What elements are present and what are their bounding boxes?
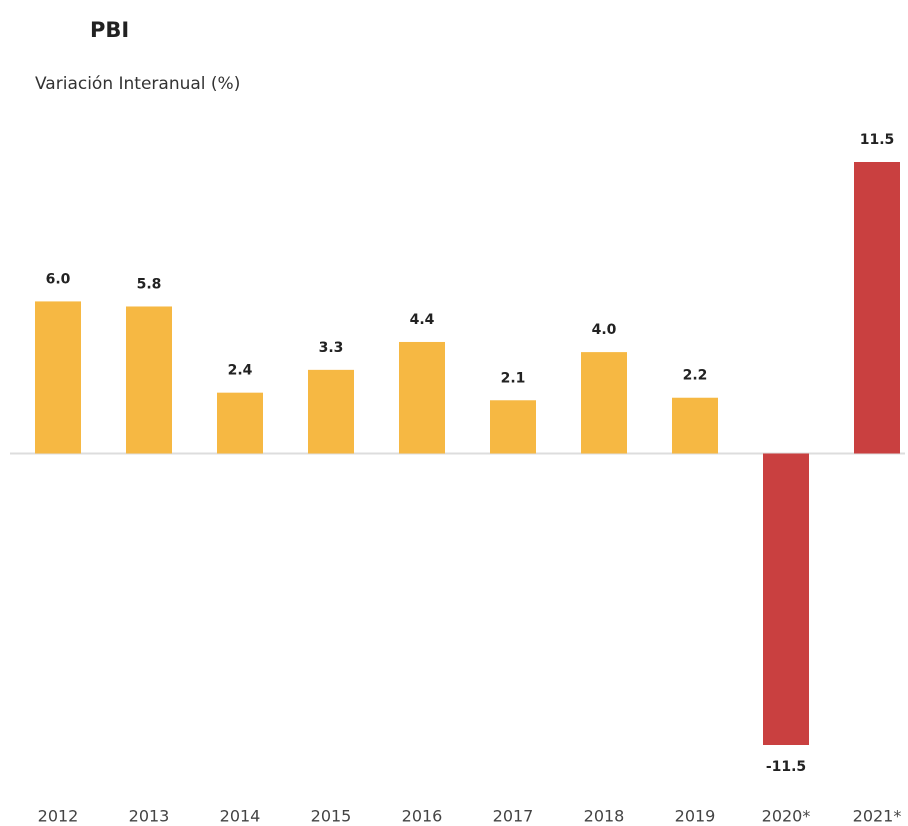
x-tick-label: 2015	[311, 807, 352, 826]
bar	[399, 341, 445, 454]
x-tick-label: 2020*	[762, 807, 811, 826]
x-tick-label: 2013	[129, 807, 170, 826]
x-tick-label: 2021*	[853, 807, 902, 826]
value-label: 3.3	[319, 340, 344, 356]
bar	[581, 352, 627, 454]
value-label: 4.4	[410, 312, 435, 328]
x-tick-label: 2016	[402, 807, 443, 826]
x-tick-label: 2014	[220, 807, 261, 826]
bar	[126, 306, 172, 454]
value-label: 2.2	[683, 368, 708, 384]
value-label: 6.0	[46, 271, 71, 287]
value-label: 2.4	[228, 363, 253, 379]
bar	[217, 392, 263, 454]
bar	[308, 369, 354, 454]
value-label: -11.5	[766, 759, 806, 775]
bar	[35, 301, 81, 454]
chart-title: PBI	[90, 18, 129, 42]
x-tick-label: 2019	[675, 807, 716, 826]
value-label: 2.1	[501, 370, 526, 386]
x-tick-label: 2012	[38, 807, 79, 826]
bar	[763, 453, 809, 745]
x-tick-label: 2018	[584, 807, 625, 826]
bar	[490, 400, 536, 454]
value-label: 5.8	[137, 276, 162, 292]
bar	[854, 162, 900, 454]
bar	[672, 397, 718, 454]
x-tick-label: 2017	[493, 807, 534, 826]
chart-subtitle: Variación Interanual (%)	[35, 74, 240, 94]
value-label: 4.0	[592, 322, 617, 338]
value-label: 11.5	[860, 132, 895, 148]
